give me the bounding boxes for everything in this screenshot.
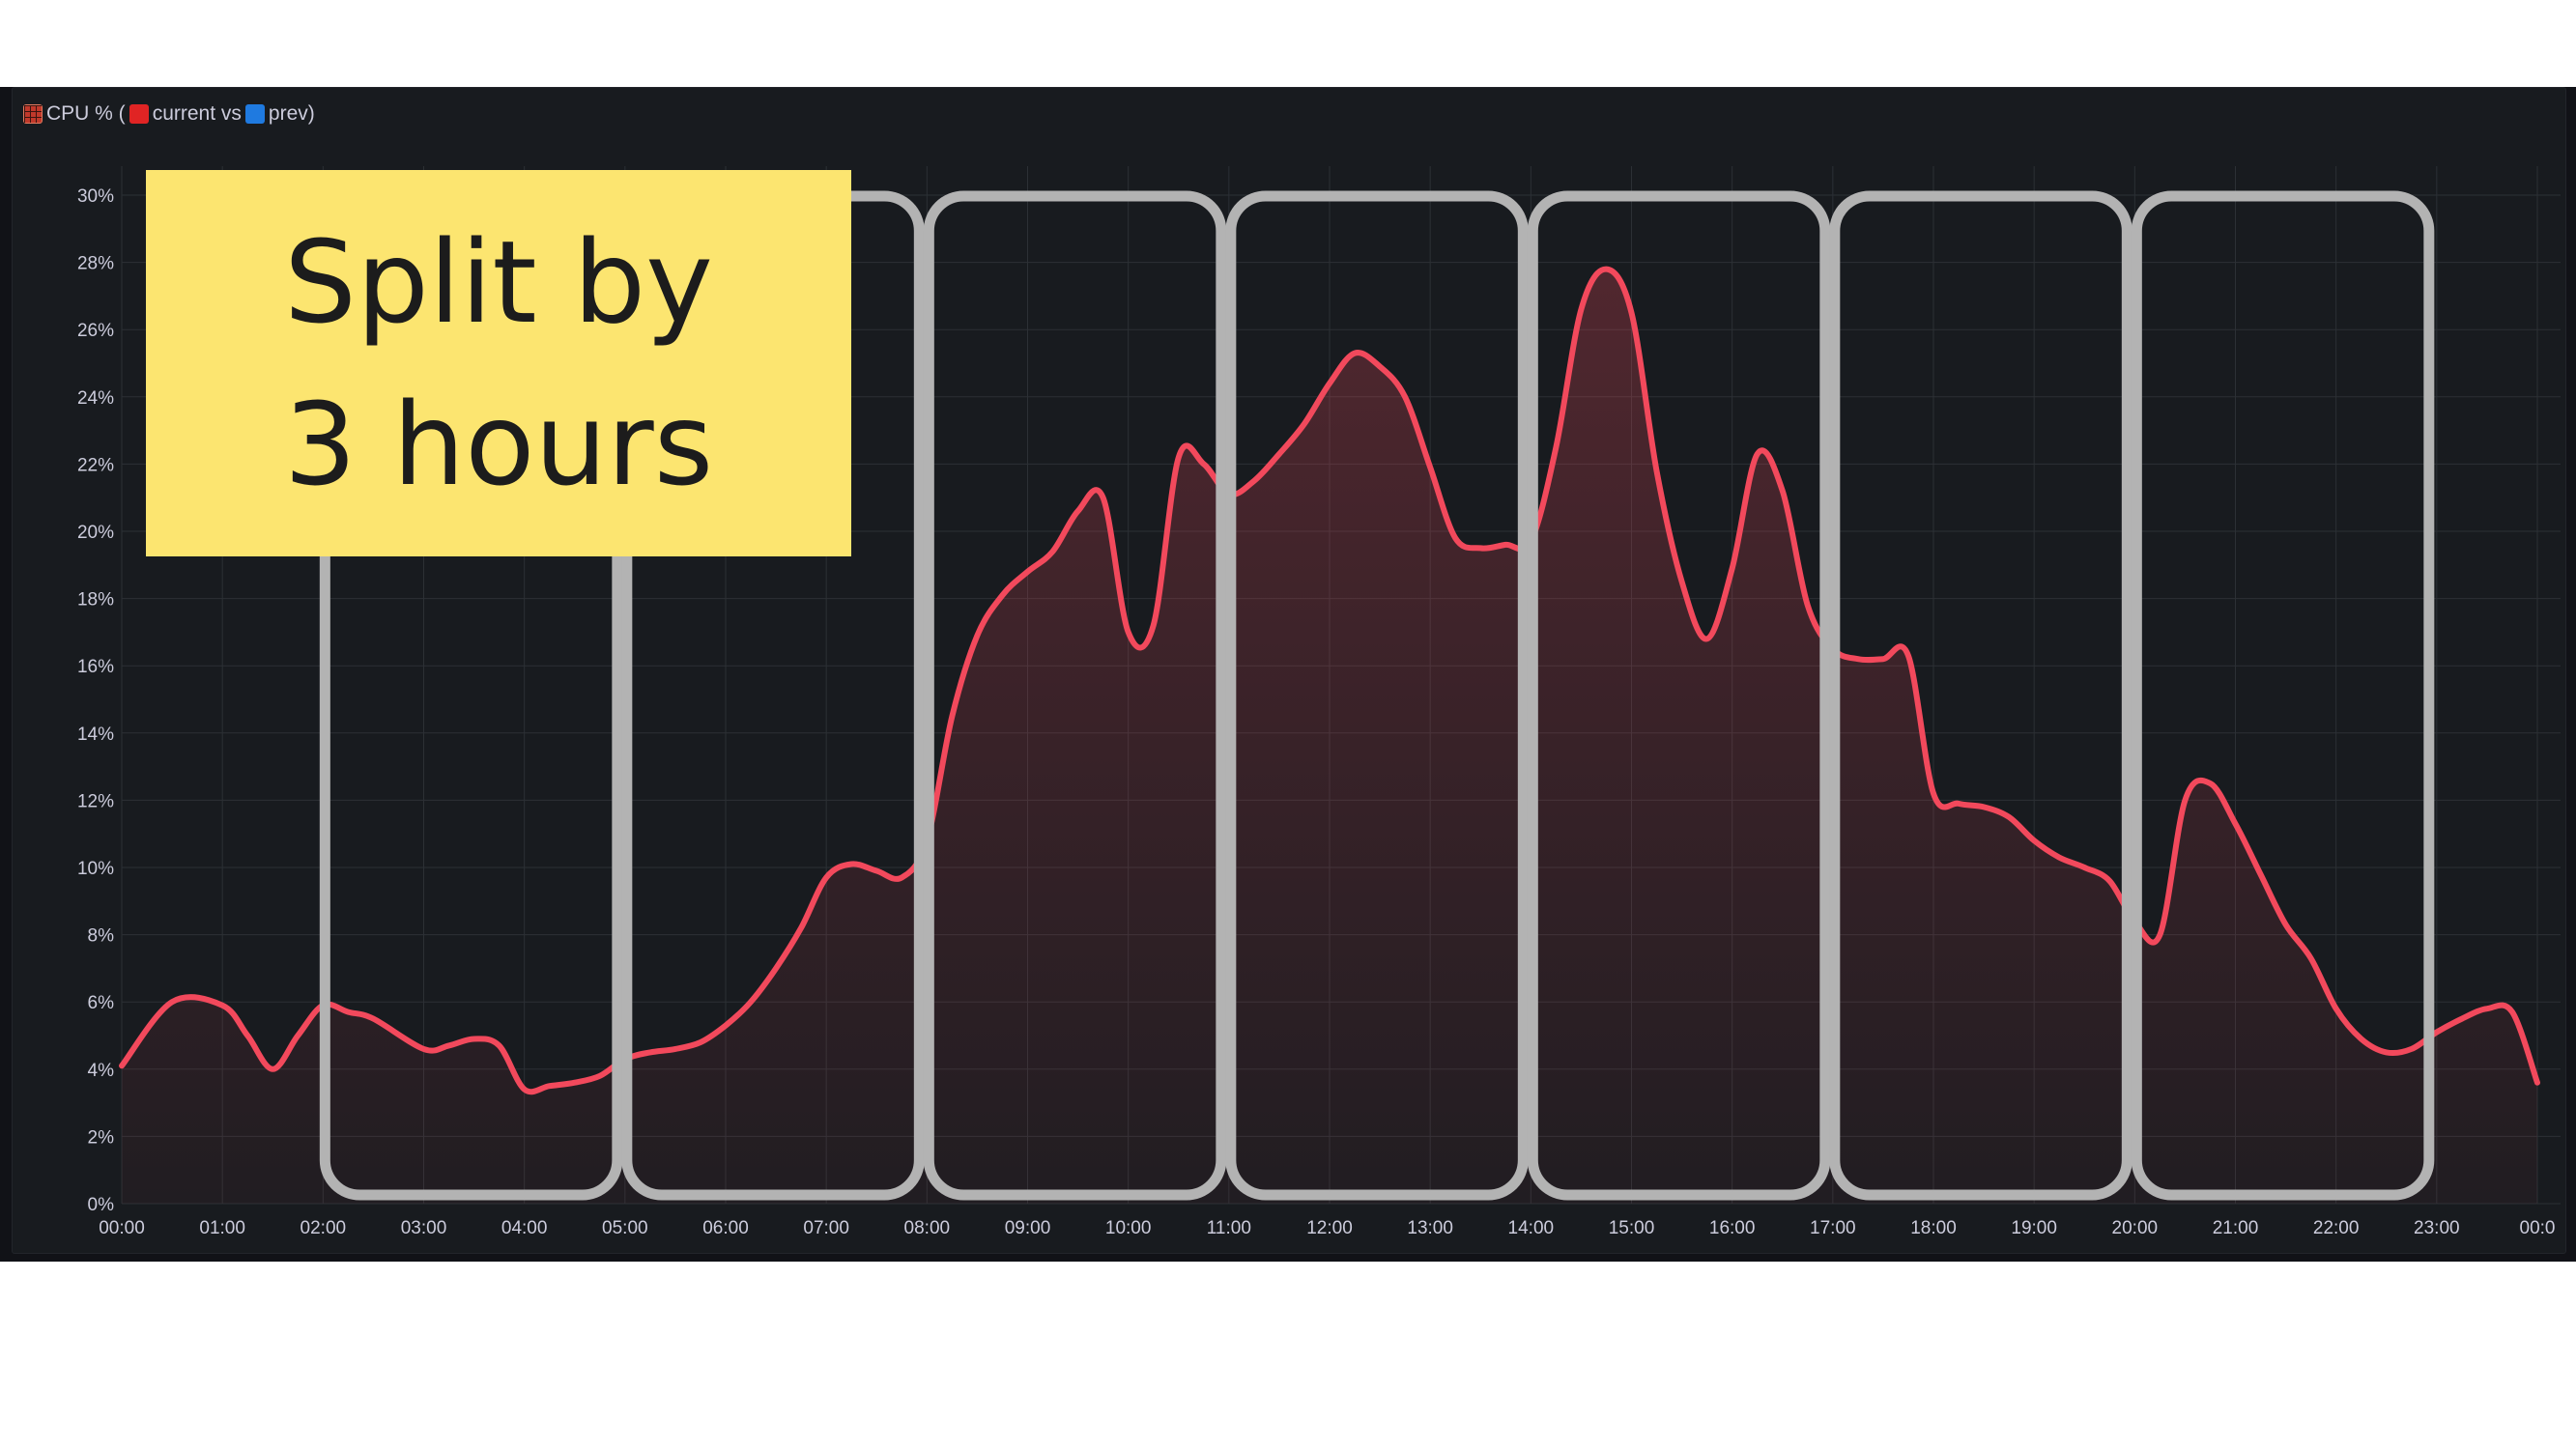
x-tick-label: 12:00 xyxy=(1306,1218,1353,1238)
three-hour-brackets xyxy=(319,190,2435,1201)
x-tick-label: 11:00 xyxy=(1207,1218,1251,1238)
x-tick-label: 09:00 xyxy=(1005,1218,1051,1238)
x-tick-label: 07:00 xyxy=(803,1218,849,1238)
three-hour-bracket xyxy=(2131,190,2435,1201)
y-tick-label: 12% xyxy=(77,791,114,811)
x-tick-label: 13:00 xyxy=(1407,1218,1453,1238)
three-hour-bracket xyxy=(923,190,1227,1201)
x-tick-label: 05:00 xyxy=(602,1218,648,1238)
x-tick-label: 21:00 xyxy=(2213,1218,2259,1238)
y-tick-label: 4% xyxy=(88,1061,115,1081)
panel-title-prev: prev) xyxy=(268,102,315,125)
x-tick-label: 16:00 xyxy=(1709,1218,1756,1238)
y-tick-label: 2% xyxy=(88,1127,115,1148)
x-tick-label: 14:00 xyxy=(1508,1218,1555,1238)
three-hour-bracket xyxy=(1225,190,1529,1201)
y-tick-label: 20% xyxy=(77,523,114,543)
y-tick-label: 22% xyxy=(77,455,114,475)
x-tick-label: 18:00 xyxy=(1910,1218,1957,1238)
y-tick-label: 26% xyxy=(77,321,114,341)
x-tick-label: 01:00 xyxy=(199,1218,245,1238)
x-tick-label: 08:00 xyxy=(904,1218,951,1238)
y-tick-label: 28% xyxy=(77,254,114,274)
blue-square-icon xyxy=(244,104,265,124)
y-tick-label: 0% xyxy=(88,1195,115,1215)
x-tick-label: 20:00 xyxy=(2112,1218,2159,1238)
panel-title-prefix: CPU % ( xyxy=(46,102,126,125)
y-tick-label: 10% xyxy=(77,859,114,879)
annotation-note: Split by 3 hours xyxy=(146,170,851,556)
x-tick-label: 02:00 xyxy=(301,1218,347,1238)
x-tick-label: 06:00 xyxy=(702,1218,749,1238)
panel-title[interactable]: CPU % ( current vs prev) xyxy=(23,100,315,128)
x-axis: 00:00 01:00 02:00 03:00 04:00 05:00 06:00 07:00… xyxy=(99,1218,2555,1238)
series-area-fill xyxy=(122,269,2537,1204)
three-hour-bracket xyxy=(1829,190,2132,1201)
annotation-line-2: 3 hours xyxy=(283,378,714,511)
three-hour-bracket xyxy=(1527,190,1831,1201)
panel-title-current: current vs xyxy=(152,102,242,125)
x-tick-label: 10:00 xyxy=(1105,1218,1152,1238)
y-tick-label: 16% xyxy=(77,657,114,677)
y-tick-label: 6% xyxy=(88,993,115,1013)
x-tick-label: 03:00 xyxy=(401,1218,447,1238)
y-tick-label: 30% xyxy=(77,186,114,207)
red-square-icon xyxy=(129,104,149,124)
y-tick-label: 18% xyxy=(77,590,114,611)
x-tick-label: 00:0 xyxy=(2520,1218,2556,1238)
annotation-line-1: Split by xyxy=(284,215,713,349)
x-tick-label: 23:00 xyxy=(2414,1218,2460,1238)
y-tick-label: 8% xyxy=(88,926,115,947)
x-tick-label: 15:00 xyxy=(1609,1218,1655,1238)
grid-calendar-icon xyxy=(23,104,43,124)
x-tick-label: 00:00 xyxy=(99,1218,145,1238)
x-tick-label: 17:00 xyxy=(1810,1218,1856,1238)
x-tick-label: 22:00 xyxy=(2313,1218,2360,1238)
y-tick-label: 24% xyxy=(77,388,114,409)
x-tick-label: 19:00 xyxy=(2011,1218,2057,1238)
y-axis: 0% 2% 4% 6% 8% 10% 12% 14% 16% 18% 20% 22% 24% 26% 28%… xyxy=(77,186,114,1215)
x-tick-label: 04:00 xyxy=(501,1218,548,1238)
y-tick-label: 14% xyxy=(77,724,114,745)
